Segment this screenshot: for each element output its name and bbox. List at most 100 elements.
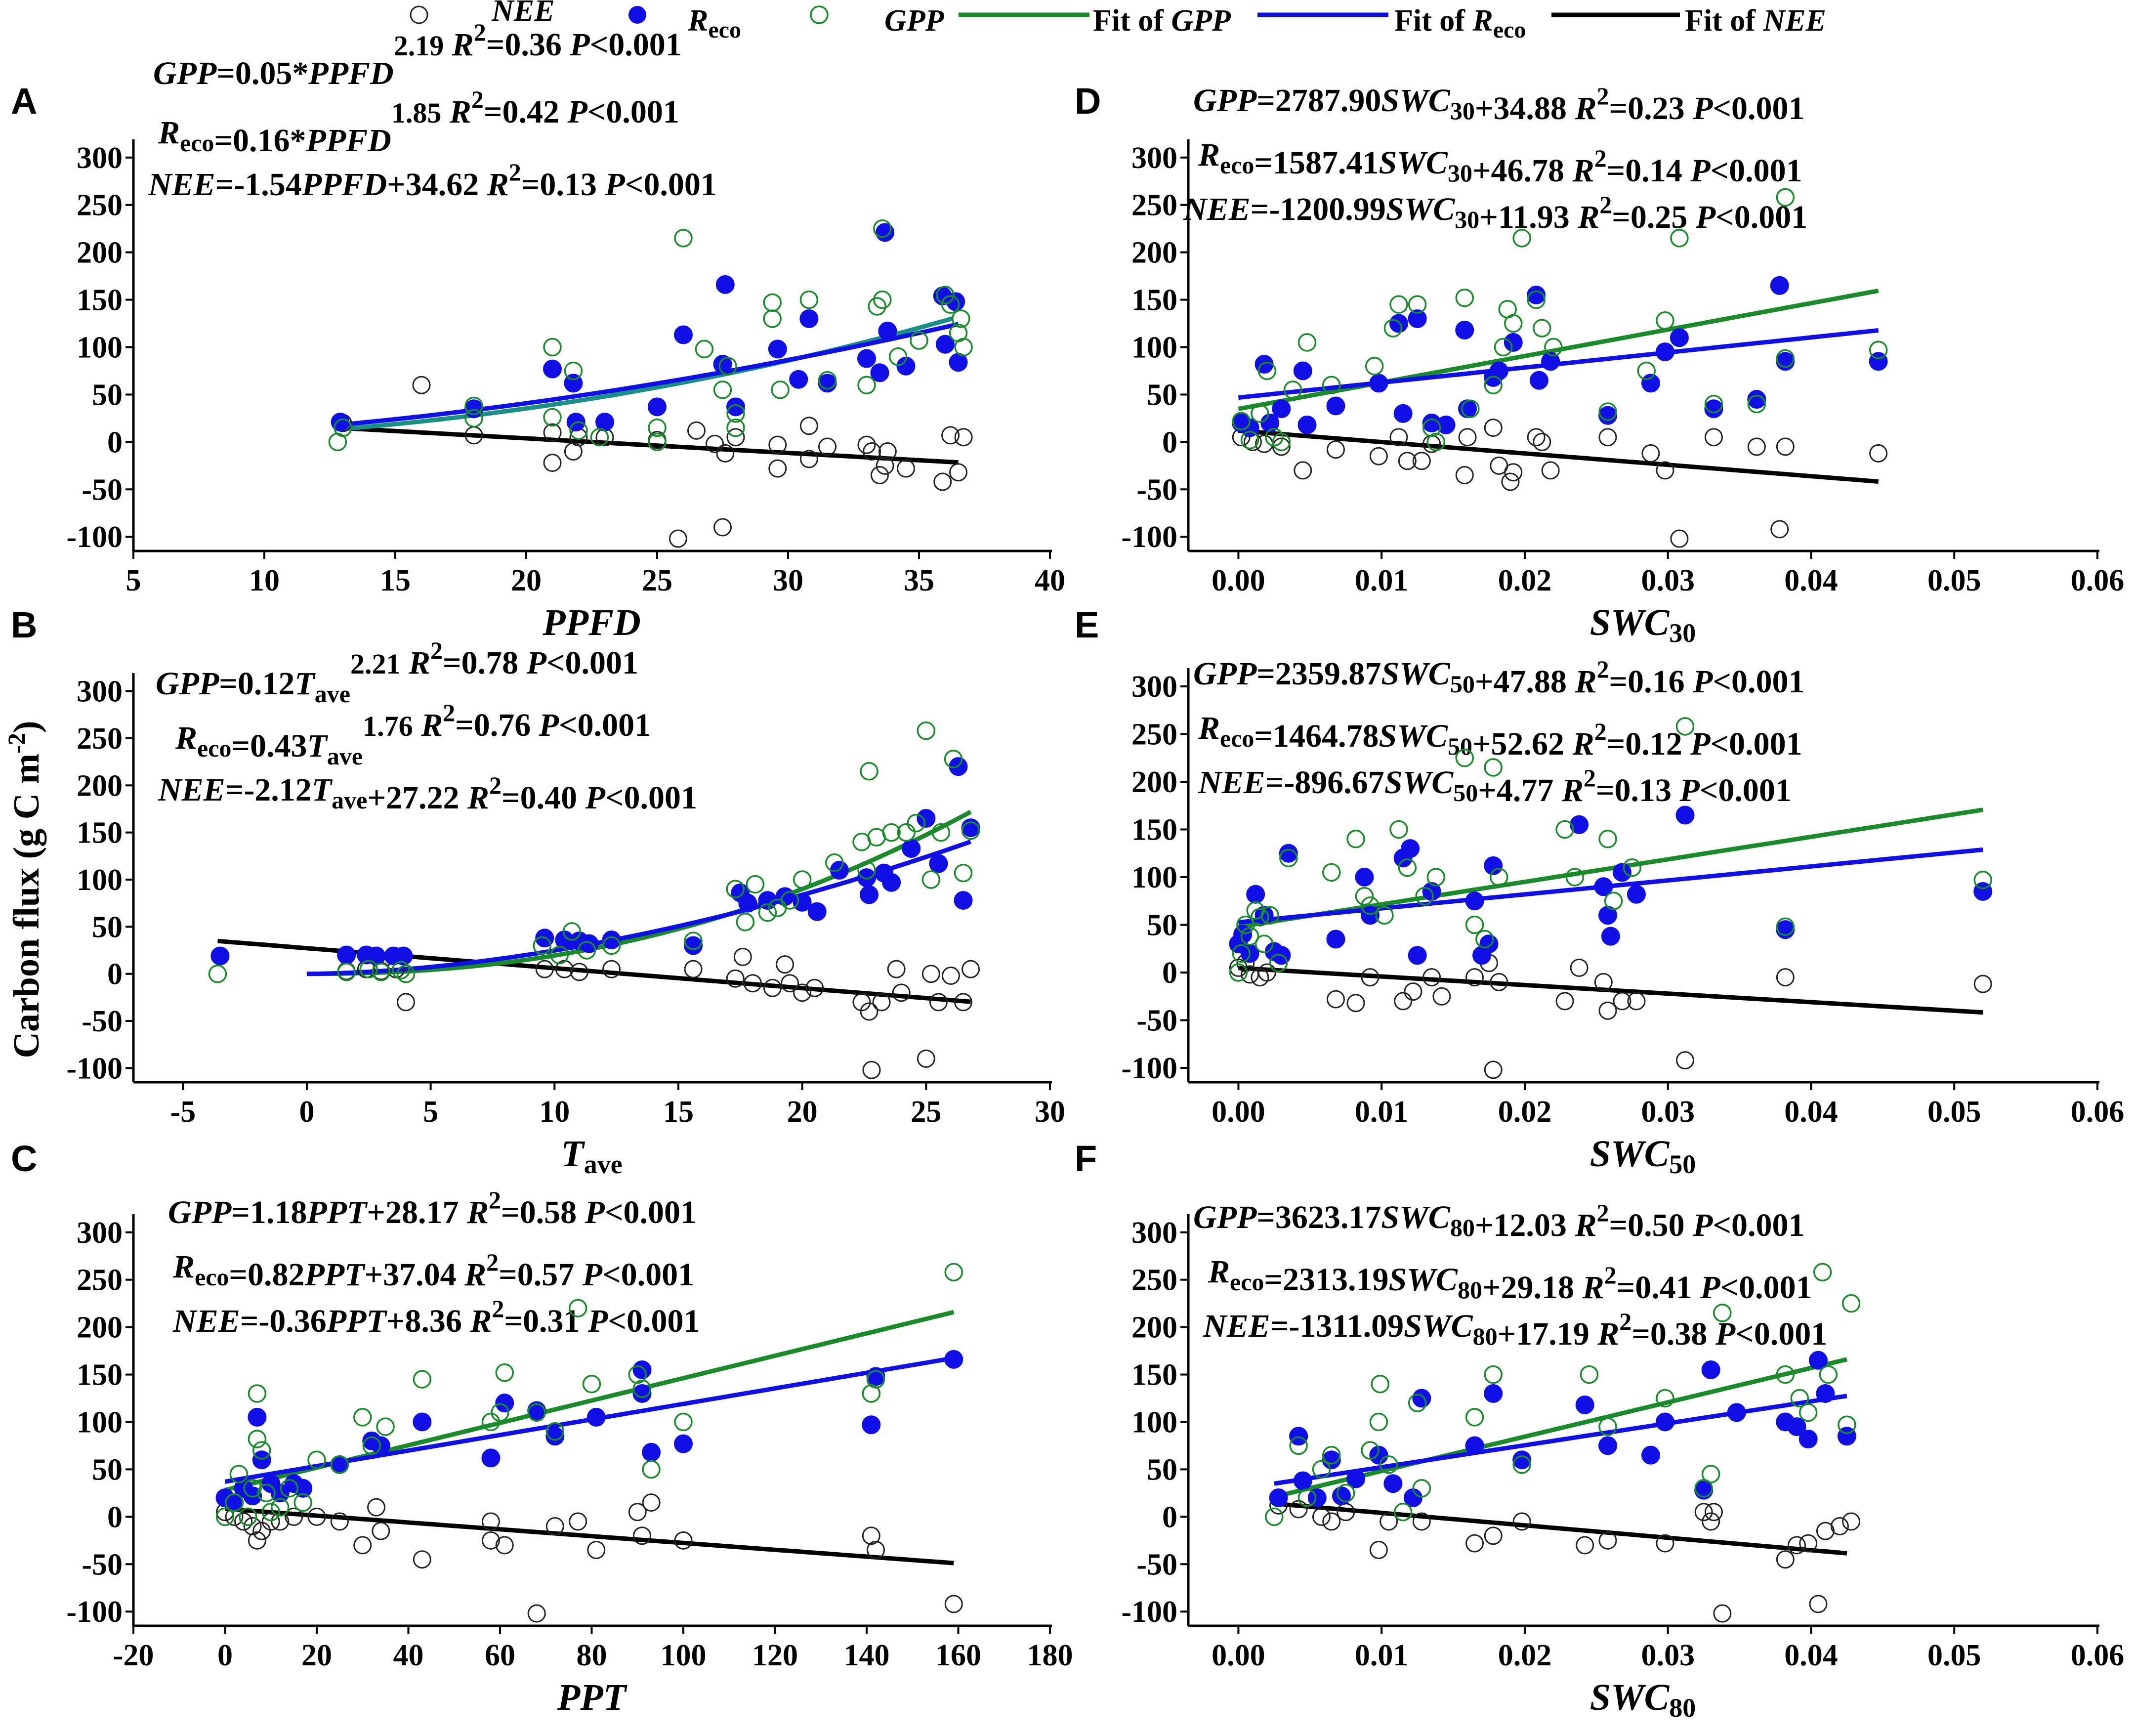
legend-label: NEE	[491, 0, 554, 28]
nee-point	[545, 1517, 564, 1536]
gpp-point	[1841, 1294, 1861, 1313]
nee-point	[642, 1493, 661, 1512]
gpp-point	[337, 963, 356, 981]
x-tick-label: 0.01	[1355, 564, 1409, 597]
gpp-point	[818, 371, 837, 390]
reco-point	[1383, 1474, 1403, 1493]
panel-D: D -100 -50 0 50 100 150 200 250 300 0.00 0.01 0.02 0.…	[1075, 81, 2124, 648]
nee-point	[684, 960, 703, 978]
nee-point	[1322, 1512, 1341, 1531]
nee-point	[716, 444, 735, 463]
reco-point	[1670, 328, 1689, 347]
gpp-point	[1232, 944, 1251, 963]
y-tick-label: 300	[77, 675, 123, 709]
reco-point	[799, 309, 819, 328]
nee-point	[1398, 452, 1417, 470]
x-tick-label: 0.06	[2071, 564, 2125, 597]
gpp-point	[1465, 1408, 1484, 1427]
y-tick-label: -100	[1121, 1595, 1177, 1629]
nee-point	[726, 428, 745, 447]
gpp-point	[825, 853, 844, 872]
nee-point	[602, 960, 621, 978]
nee-point	[1776, 437, 1795, 456]
nee-point	[1675, 1051, 1694, 1070]
gpp-point	[1361, 896, 1380, 915]
nee-point	[862, 1060, 881, 1079]
reco-point	[1465, 1436, 1484, 1455]
reco-point	[642, 1442, 661, 1462]
x-tick-label: 180	[1027, 1639, 1073, 1672]
gpp-point	[413, 1370, 432, 1389]
gpp-point	[543, 338, 562, 357]
gpp-point	[857, 376, 876, 394]
gpp-point	[799, 290, 819, 309]
reco-point	[1293, 361, 1312, 381]
reco-point	[1598, 406, 1618, 425]
panel-label-B: B	[11, 604, 37, 645]
reco-point	[768, 339, 787, 359]
reco-point	[648, 397, 667, 417]
reco-point	[870, 363, 889, 382]
gpp-point	[1484, 758, 1503, 777]
reco-point	[1393, 404, 1413, 423]
x-tick-label: 0	[217, 1639, 233, 1672]
reco-point	[1594, 877, 1613, 896]
reco-point	[1307, 1488, 1327, 1507]
nee-point	[413, 1550, 431, 1569]
nee-point	[543, 454, 562, 472]
nee-point	[412, 376, 431, 394]
gpp-point	[243, 1479, 262, 1498]
nee-point	[733, 947, 752, 966]
gpp-point	[1747, 394, 1766, 414]
nee-point	[1809, 1595, 1828, 1613]
reco-point	[1297, 415, 1317, 434]
y-tick-label: 50	[1147, 378, 1177, 412]
reco-point	[586, 1407, 606, 1427]
gpp-point	[718, 357, 737, 376]
nee-point	[1361, 968, 1380, 987]
gpp-point	[1322, 376, 1341, 394]
x-tick-label: 160	[935, 1639, 981, 1672]
nee-point	[818, 437, 836, 456]
gpp-point	[1555, 820, 1574, 839]
equation-nee: NEE=-1311.09SWC80+17.19 R2=0.38 P<0.001	[1203, 1308, 1827, 1352]
nee-point	[543, 423, 562, 442]
equation-gpp: GPP=2359.87SWC50+47.88 R2=0.16 P<0.001	[1193, 655, 1805, 700]
y-tick-label: 50	[1147, 1453, 1177, 1486]
y-tick-label: -50	[82, 473, 123, 507]
nee-point	[863, 442, 881, 461]
gpp-point	[1389, 820, 1408, 839]
reco-point	[1787, 1417, 1806, 1437]
nee-point	[1455, 466, 1474, 485]
gpp-point	[674, 1412, 693, 1432]
x-axis-title: SWC30	[1590, 602, 1696, 648]
legend-item-reco: Reco	[628, 4, 741, 43]
y-tick-label: 0	[1162, 425, 1177, 459]
reco-point	[789, 370, 808, 389]
equation-nee: NEE=-896.67SWC50+4.77 R2=0.13 P<0.001	[1198, 764, 1792, 808]
y-tick-label: 50	[1147, 909, 1177, 942]
reco-point	[1655, 342, 1674, 362]
x-tick-label: 0.01	[1355, 1639, 1409, 1672]
reco-point	[1412, 1389, 1431, 1408]
x-tick-label: 0.04	[1784, 1095, 1838, 1129]
gpp-point	[1623, 858, 1642, 877]
reco-point	[1601, 927, 1620, 946]
reco-point	[1512, 1450, 1532, 1470]
gpp-point	[1375, 906, 1394, 925]
reco-point	[543, 359, 562, 379]
x-tick-label: 15	[663, 1095, 694, 1129]
nee-point	[1555, 992, 1574, 1011]
equation-gpp: GPP=0.05*PPFD2.19 R2=0.36 P<0.001	[153, 18, 682, 91]
nee-point	[860, 1002, 878, 1021]
gpp-point	[1383, 319, 1403, 338]
equation-reco: Reco=0.82PPT+37.04 R2=0.57 P<0.001	[172, 1248, 694, 1293]
reco-point	[715, 275, 735, 294]
gpp-point	[577, 941, 596, 960]
gpp-point	[1544, 338, 1563, 357]
gpp-point	[1365, 357, 1384, 376]
gpp-point	[1656, 311, 1674, 330]
fit-gpp-line	[337, 316, 954, 432]
